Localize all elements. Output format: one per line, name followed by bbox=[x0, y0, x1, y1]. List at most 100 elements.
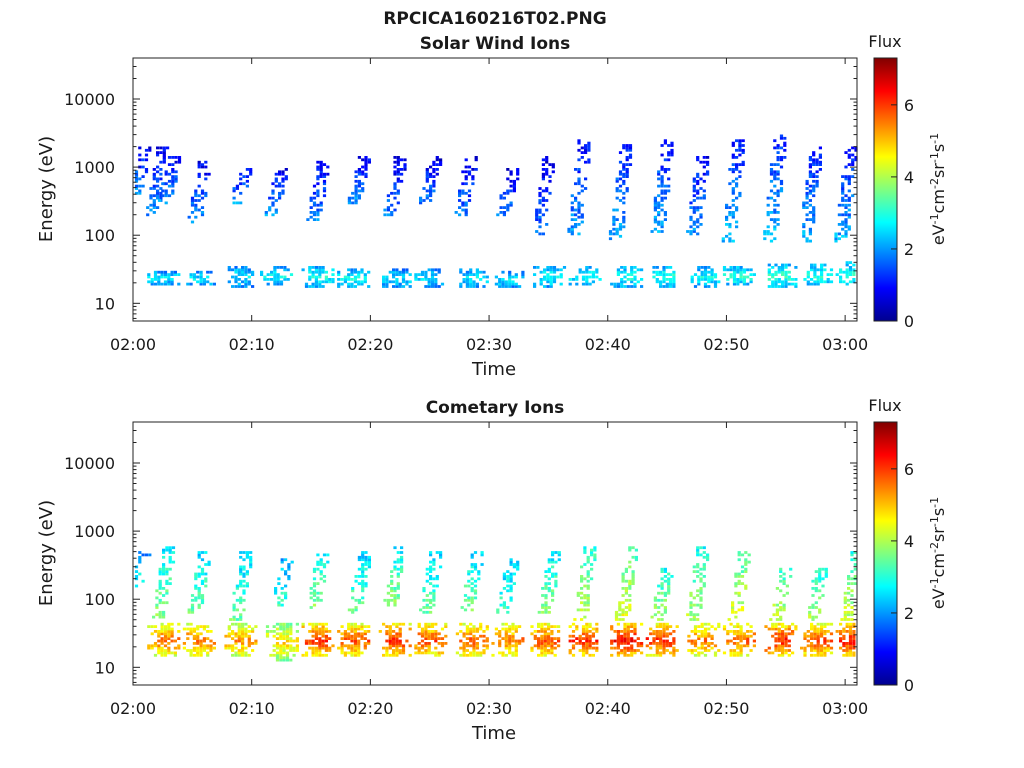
spectrogram-cell bbox=[620, 280, 624, 284]
spectrogram-cell bbox=[547, 622, 551, 626]
spectrogram-cell bbox=[162, 570, 166, 573]
spectrogram-cell bbox=[781, 649, 785, 652]
spectrogram-cell bbox=[357, 172, 361, 176]
solar-wind-panel: Solar Wind Ions 02:00 02:10 02:20 02:30 02:4… bbox=[36, 32, 948, 380]
spectrogram-cell bbox=[509, 598, 513, 602]
spectrogram-cell bbox=[672, 653, 676, 657]
spectrogram-cell bbox=[239, 618, 243, 621]
spectrogram-cell bbox=[475, 653, 479, 657]
spectrogram-cell bbox=[354, 175, 358, 178]
spectrogram-cell bbox=[155, 589, 159, 593]
spectrogram-cell bbox=[802, 225, 806, 229]
spectrogram-cell bbox=[353, 646, 357, 650]
spectrogram-cell bbox=[462, 651, 466, 655]
spectrogram-cell bbox=[434, 634, 438, 638]
spectrogram-cell bbox=[581, 649, 586, 652]
spectrogram-cell bbox=[388, 280, 392, 284]
spectrogram-cell bbox=[212, 642, 216, 645]
spectrogram-cell bbox=[734, 591, 738, 595]
spectrogram-cell bbox=[282, 646, 286, 650]
spectrogram-cell bbox=[653, 215, 657, 219]
spectrogram-cell bbox=[739, 275, 743, 279]
spectrogram-cell bbox=[625, 172, 629, 176]
spectrogram-cell bbox=[177, 156, 182, 159]
spectrogram-cell bbox=[689, 610, 693, 614]
spectrogram-cell bbox=[467, 598, 471, 602]
spectrogram-cell bbox=[504, 634, 508, 638]
spectrogram-cell bbox=[820, 649, 824, 652]
spectrogram-cell bbox=[292, 639, 296, 643]
spectrogram-cell bbox=[625, 144, 629, 147]
spectrogram-cell bbox=[570, 213, 574, 217]
spectrogram-cell bbox=[702, 551, 706, 554]
spectrogram-cell bbox=[465, 285, 469, 288]
spectrogram-cell bbox=[163, 625, 168, 628]
spectrogram-cell bbox=[618, 608, 622, 612]
spectrogram-cell bbox=[618, 606, 622, 609]
spectrogram-cell bbox=[475, 646, 479, 650]
spectrogram-cell bbox=[156, 206, 160, 209]
spectrogram-cell bbox=[354, 608, 358, 612]
spectrogram-cell bbox=[170, 622, 174, 626]
spectrogram-cell bbox=[847, 215, 851, 219]
spectrogram-cell bbox=[816, 275, 820, 279]
spectrogram-cell bbox=[616, 637, 620, 640]
spectrogram-cell bbox=[769, 239, 774, 243]
spectrogram-cell bbox=[543, 270, 547, 274]
spectrogram-cell bbox=[165, 546, 169, 550]
spectrogram-cell bbox=[628, 156, 633, 159]
spectrogram-cell bbox=[630, 278, 634, 281]
spectrogram-cell bbox=[842, 634, 846, 638]
spectrogram-cell bbox=[847, 613, 851, 617]
spectrogram-cell bbox=[272, 630, 276, 633]
spectrogram-cell bbox=[845, 649, 849, 652]
spectrogram-cell bbox=[152, 201, 156, 205]
spectrogram-cell bbox=[337, 285, 341, 288]
spectrogram-cell bbox=[735, 165, 739, 169]
spectrogram-cell bbox=[340, 637, 344, 640]
spectrogram-cell bbox=[285, 644, 290, 648]
spectrogram-cell bbox=[848, 637, 853, 640]
spectrogram-cell bbox=[687, 634, 691, 638]
spectrogram-cell bbox=[392, 280, 396, 284]
spectrogram-cell bbox=[670, 575, 674, 578]
spectrogram-cell bbox=[813, 632, 817, 636]
spectrogram-cell bbox=[583, 584, 587, 588]
spectrogram-cell bbox=[626, 630, 630, 633]
spectrogram-cell bbox=[829, 651, 834, 655]
spectrogram-cell bbox=[699, 196, 703, 200]
spectrogram-cell bbox=[808, 227, 812, 231]
spectrogram-cell bbox=[509, 170, 513, 174]
spectrogram-cell bbox=[279, 634, 283, 638]
spectrogram-cell bbox=[417, 625, 421, 628]
spectrogram-cell bbox=[823, 649, 827, 652]
spectrogram-cell bbox=[311, 649, 315, 652]
spectrogram-cell bbox=[741, 151, 745, 154]
spectrogram-cell bbox=[318, 639, 322, 643]
spectrogram-cell bbox=[767, 263, 771, 267]
colorbar-tick-label: 4 bbox=[904, 168, 914, 187]
spectrogram-cell bbox=[787, 644, 791, 648]
spectrogram-cell bbox=[813, 273, 817, 276]
spectrogram-cell bbox=[405, 280, 409, 284]
spectrogram-cell bbox=[852, 280, 856, 284]
spectrogram-cell bbox=[464, 213, 468, 217]
spectrogram-cell bbox=[150, 280, 154, 284]
spectrogram-cell bbox=[852, 632, 856, 636]
spectrogram-cell bbox=[820, 622, 824, 626]
spectrogram-cell bbox=[813, 270, 817, 274]
spectrogram-cell bbox=[429, 577, 433, 581]
spectrogram-cell bbox=[134, 175, 139, 178]
spectrogram-cell bbox=[167, 278, 171, 281]
spectrogram-cell bbox=[850, 558, 854, 562]
spectrogram-cell bbox=[427, 646, 431, 650]
spectrogram-cell bbox=[285, 653, 290, 657]
spectrogram-cell bbox=[540, 649, 544, 652]
spectrogram-cell bbox=[847, 598, 851, 602]
spectrogram-cell bbox=[347, 201, 351, 205]
spectrogram-cell bbox=[234, 275, 238, 279]
spectrogram-cell bbox=[732, 278, 737, 281]
spectrogram-cell bbox=[775, 608, 779, 612]
spectrogram-cell bbox=[427, 644, 431, 648]
spectrogram-cell bbox=[660, 179, 664, 183]
